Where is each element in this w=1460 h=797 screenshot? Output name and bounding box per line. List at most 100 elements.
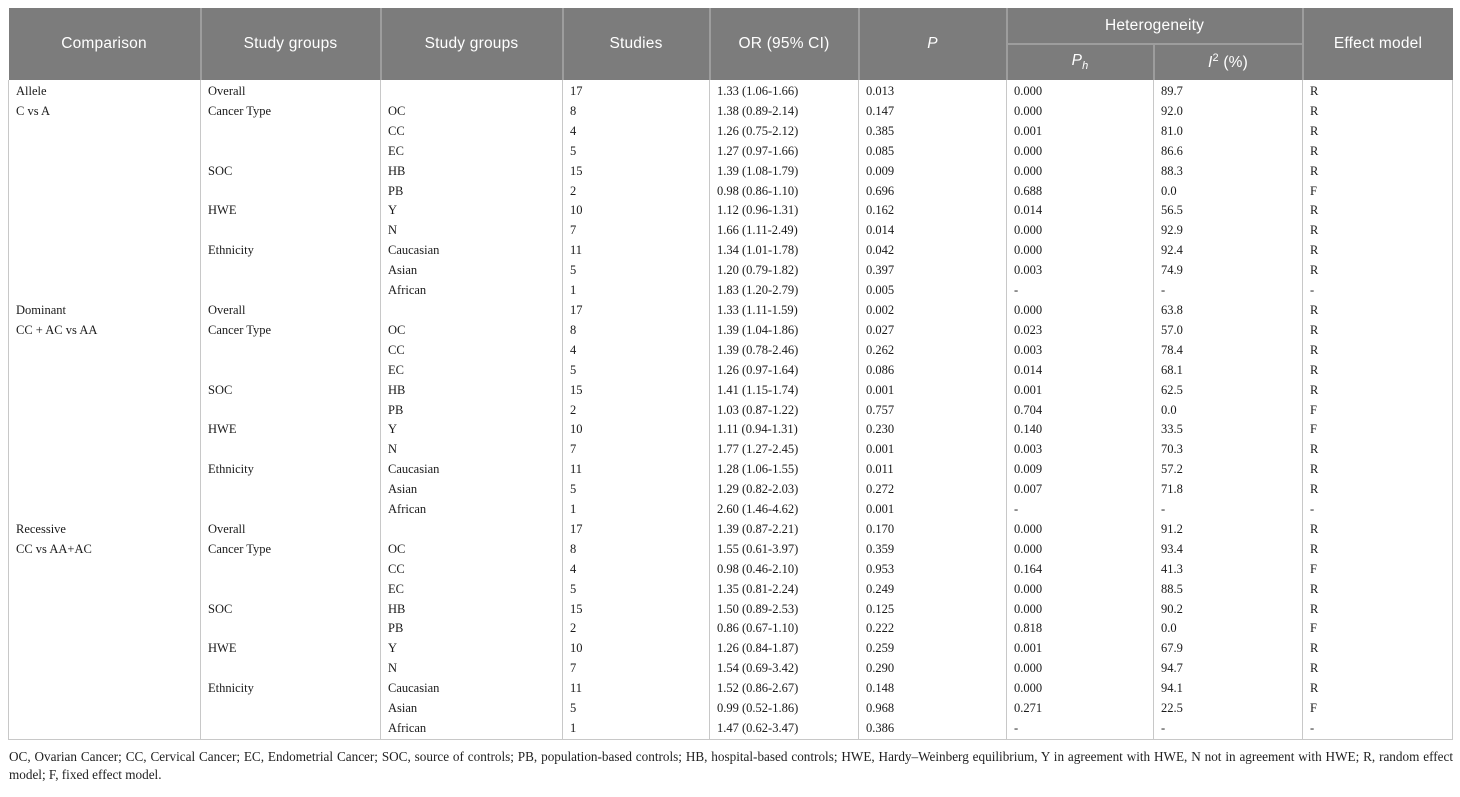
table-cell: 1.11 (0.94-1.31) (709, 420, 859, 441)
table-row: SOC HB 15 1.50 (0.89-2.53) 0.125 0.000 90.2 R (8, 599, 1454, 620)
table-cell: 10 (562, 639, 710, 660)
table-cell: Y (380, 201, 563, 222)
table-cell: 11 (562, 241, 710, 262)
table-row: HWE Y 10 1.12 (0.96-1.31) 0.162 0.014 56.5 R (8, 201, 1454, 222)
table-cell: 17 (562, 519, 710, 540)
table-row: EC 5 1.27 (0.97-1.66) 0.085 0.000 86.6 R (8, 141, 1454, 162)
table-cell: 57.0 (1152, 320, 1304, 341)
table-cell: - (1302, 500, 1454, 520)
table-cell: 10 (562, 420, 710, 441)
table-cell: 0.170 (858, 519, 1007, 540)
table-cell: Asian (380, 699, 563, 719)
table-cell: 0.000 (1006, 539, 1154, 560)
table-cell: 1.34 (1.01-1.78) (709, 241, 859, 262)
table-cell: 5 (562, 360, 710, 381)
table-cell: 0.014 (1006, 201, 1154, 222)
table-row: Recessive Overall 17 1.39 (0.87-2.21) 0.170 0… (8, 519, 1454, 540)
table-cell: F (1302, 400, 1454, 421)
table-cell: 78.4 (1152, 340, 1304, 361)
table-cell: - (1006, 500, 1154, 520)
table-cell: 22.5 (1152, 699, 1304, 719)
table-cell: 1 (562, 719, 710, 740)
table-cell: 41.3 (1152, 559, 1304, 580)
table-cell: 15 (562, 380, 710, 401)
table-cell: 1.41 (1.15-1.74) (709, 380, 859, 401)
table-cell: HB (380, 380, 563, 401)
table-cell: 0.001 (858, 380, 1007, 401)
table-cell: F (1302, 619, 1454, 640)
table-cell: 11 (562, 460, 710, 481)
table-cell: 2 (562, 619, 710, 640)
table-cell: 1.20 (0.79-1.82) (709, 261, 859, 282)
table-cell (200, 659, 381, 680)
table-cell: 33.5 (1152, 420, 1304, 441)
table-cell (380, 80, 563, 102)
table-cell: N (380, 659, 563, 680)
table-row: PB 2 0.86 (0.67-1.10) 0.222 0.818 0.0 F (8, 619, 1454, 640)
col-header-or-ci: OR (95% CI) (708, 8, 859, 80)
table-cell: R (1302, 201, 1454, 222)
table-row: N 7 1.54 (0.69-3.42) 0.290 0.000 94.7 R (8, 659, 1454, 680)
table-row: Ethnicity Caucasian 11 1.34 (1.01-1.78) 0.04… (8, 241, 1454, 262)
table-cell: R (1302, 320, 1454, 341)
table-cell (200, 699, 381, 719)
table-cell (200, 221, 381, 242)
table-cell: 4 (562, 340, 710, 361)
table-cell: 1.39 (1.08-1.79) (709, 161, 859, 182)
table-cell: 1.39 (0.87-2.21) (709, 519, 859, 540)
meta-analysis-table: Comparison Study groups Study groups Stu… (8, 8, 1454, 740)
table-row: EC 5 1.35 (0.81-2.24) 0.249 0.000 88.5 R (8, 579, 1454, 600)
table-cell: 5 (562, 261, 710, 282)
table-cell: SOC (200, 380, 381, 401)
table-cell: R (1302, 121, 1454, 142)
table-cell: Caucasian (380, 460, 563, 481)
table-cell: 0.953 (858, 559, 1007, 580)
table-cell (8, 699, 201, 719)
table-cell: R (1302, 539, 1454, 560)
table-cell: 0.000 (1006, 141, 1154, 162)
table-cell (8, 480, 201, 501)
table-cell: R (1302, 480, 1454, 501)
table-cell: EC (380, 360, 563, 381)
table-cell: African (380, 500, 563, 520)
table-cell: 0.386 (858, 719, 1007, 740)
table-row: Dominant Overall 17 1.33 (1.11-1.59) 0.002 0.… (8, 300, 1454, 321)
table-cell: 2 (562, 181, 710, 202)
table-cell: R (1302, 380, 1454, 401)
table-cell: 91.2 (1152, 519, 1304, 540)
table-cell: African (380, 281, 563, 301)
table-row: HWE Y 10 1.11 (0.94-1.31) 0.230 0.140 33.5 F (8, 420, 1454, 441)
table-cell: 0.013 (858, 80, 1007, 102)
table-cell: 10 (562, 201, 710, 222)
table-cell (200, 281, 381, 301)
table-cell: 0.397 (858, 261, 1007, 282)
table-cell: CC (380, 559, 563, 580)
table-cell: 1 (562, 281, 710, 301)
table-cell: 0.86 (0.67-1.10) (709, 619, 859, 640)
table-cell: 4 (562, 559, 710, 580)
table-cell: 1.28 (1.06-1.55) (709, 460, 859, 481)
col-header-study-groups-1: Study groups (199, 8, 381, 80)
table-cell (8, 400, 201, 421)
table-cell (200, 559, 381, 580)
table-cell: Ethnicity (200, 241, 381, 262)
table-cell: HB (380, 599, 563, 620)
table-cell (8, 599, 201, 620)
table-cell: EC (380, 579, 563, 600)
table-cell: F (1302, 181, 1454, 202)
table-cell: R (1302, 360, 1454, 381)
col-header-effect-model: Effect model (1301, 8, 1453, 80)
table-cell (200, 340, 381, 361)
table-cell: 1.03 (0.87-1.22) (709, 400, 859, 421)
table-cell: Caucasian (380, 241, 563, 262)
table-row: Allele Overall 17 1.33 (1.06-1.66) 0.013 0.00… (8, 80, 1454, 102)
table-cell: CC (380, 340, 563, 361)
table-cell: 0.042 (858, 241, 1007, 262)
table-row: CC 4 1.26 (0.75-2.12) 0.385 0.001 81.0 R (8, 121, 1454, 142)
table-cell: 1.26 (0.75-2.12) (709, 121, 859, 142)
table-cell: 17 (562, 80, 710, 102)
table-cell: HWE (200, 639, 381, 660)
table-cell (8, 181, 201, 202)
table-cell: 15 (562, 161, 710, 182)
table-cell: 92.9 (1152, 221, 1304, 242)
